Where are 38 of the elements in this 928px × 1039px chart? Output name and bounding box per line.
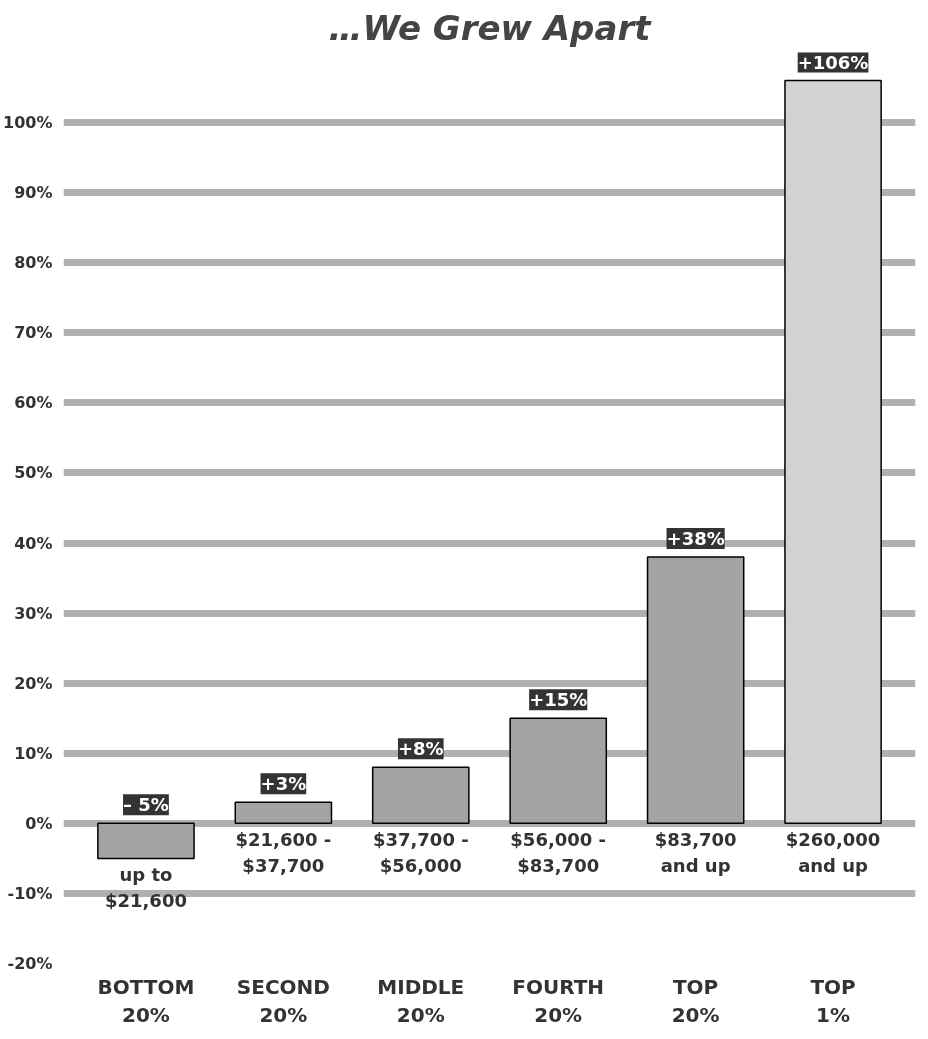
bar	[97, 822, 195, 860]
x-tick-label: MIDDLE 20%	[377, 974, 465, 1028]
x-tick-label: BOTTOM 20%	[97, 974, 195, 1028]
y-tick-label: 10%	[14, 743, 53, 763]
bar	[371, 766, 470, 825]
data-label: +8%	[397, 738, 444, 760]
annotation: $37,700 - $56,000	[372, 829, 469, 876]
chart-title: …We Grew Apart	[328, 7, 653, 48]
y-tick-label: 20%	[14, 673, 53, 693]
data-label: – 5%	[123, 794, 169, 816]
x-tick-label: TOP 20%	[671, 974, 720, 1028]
bar	[646, 556, 745, 825]
x-tick-label: FOURTH 20%	[512, 974, 605, 1028]
y-tick-label: 40%	[14, 533, 53, 553]
y-tick-label: -20%	[7, 954, 53, 973]
x-tick-label: SECOND 20%	[236, 974, 330, 1028]
annotation: $56,000 - $83,700	[510, 829, 607, 876]
y-tick-label: 90%	[14, 183, 53, 203]
bar	[509, 717, 608, 825]
y-tick-label: 0%	[25, 813, 53, 833]
data-label: +15%	[529, 689, 588, 711]
y-tick-label: 100%	[3, 113, 53, 133]
x-tick-label: TOP 1%	[810, 974, 856, 1028]
annotation: $260,000 and up	[785, 829, 881, 876]
y-tick-label: 70%	[14, 323, 53, 343]
annotation: $21,600 - $37,700	[235, 829, 332, 876]
y-tick-label: 80%	[14, 253, 53, 273]
data-label: +38%	[666, 528, 725, 550]
data-label: +3%	[260, 773, 307, 795]
annotation: up to $21,600	[104, 864, 187, 911]
data-label: +106%	[797, 51, 869, 73]
y-tick-label: -10%	[7, 883, 53, 903]
y-tick-label: 60%	[14, 393, 53, 413]
bar	[234, 801, 333, 825]
annotation: $83,700 and up	[654, 829, 737, 876]
y-tick-label: 50%	[14, 463, 53, 483]
bar	[784, 79, 882, 825]
y-tick-label: 30%	[14, 603, 53, 623]
